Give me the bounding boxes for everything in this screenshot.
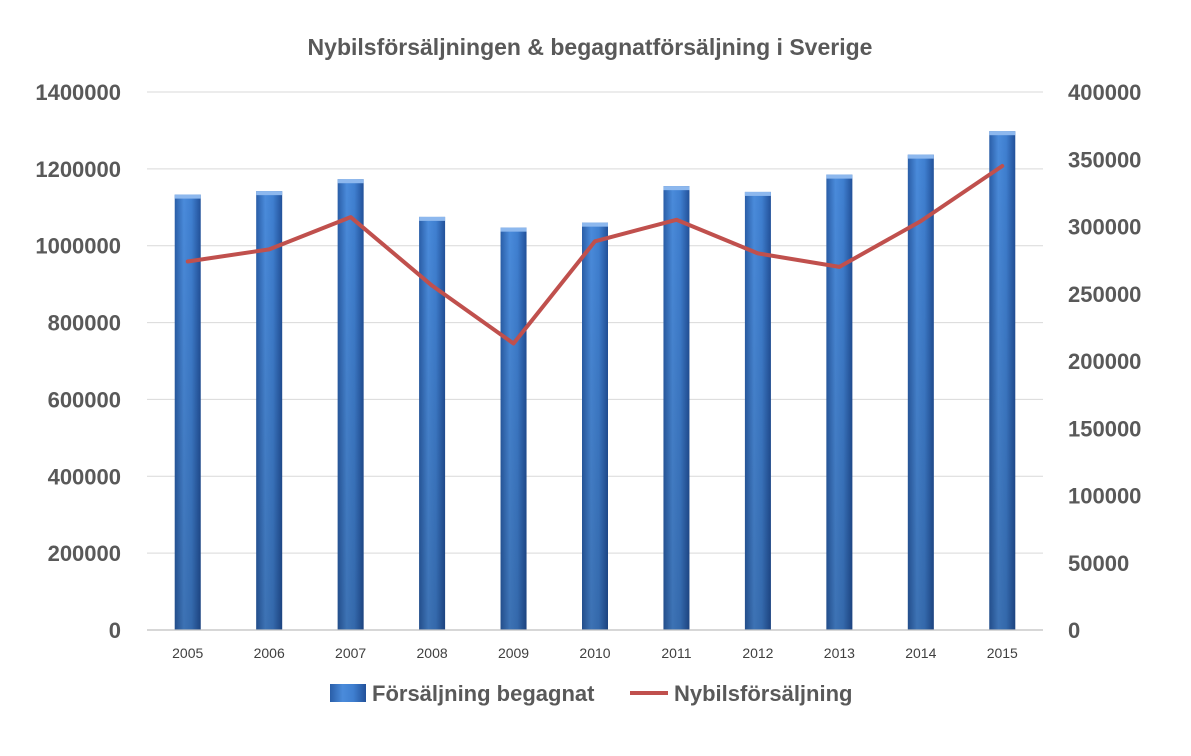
chart-title: Nybilsförsäljningen & begagnatförsäljnin…	[308, 34, 873, 60]
left-axis-tick-label: 800000	[48, 311, 121, 336]
right-axis-tick-label: 400000	[1068, 80, 1141, 105]
legend-swatch-forsaljning-begagnat	[330, 684, 366, 702]
bar	[663, 186, 690, 630]
legend-label-nybilsforsaljning: Nybilsförsäljning	[674, 681, 852, 706]
legend-label-forsaljning-begagnat: Försäljning begagnat	[372, 681, 595, 706]
x-axis-tick-label: 2015	[987, 645, 1018, 661]
left-axis-tick-label: 1200000	[35, 157, 121, 182]
left-axis-tick-label: 1400000	[35, 80, 121, 105]
x-axis-tick-label: 2006	[254, 645, 285, 661]
right-axis-tick-label: 100000	[1068, 484, 1141, 509]
right-axis-tick-label: 150000	[1068, 416, 1141, 441]
left-axis-tick-label: 1000000	[35, 234, 121, 259]
bar	[744, 191, 771, 630]
bar	[500, 227, 527, 630]
left-axis-ticks: 0 200000 400000 600000 800000 1000000 1200000 1…	[35, 80, 121, 643]
x-axis-tick-label: 2007	[335, 645, 366, 661]
right-axis-tick-label: 350000	[1068, 147, 1141, 172]
bar	[174, 194, 201, 630]
left-axis-tick-label: 600000	[48, 387, 121, 412]
left-axis-tick-label: 400000	[48, 464, 121, 489]
line-series-nybilsforsaljning	[185, 163, 1005, 346]
bar	[907, 154, 934, 631]
bar	[419, 216, 446, 630]
x-axis-tick-label: 2010	[579, 645, 610, 661]
legend: Försäljning begagnat Nybilsförsäljning	[330, 681, 852, 706]
bar	[337, 179, 364, 631]
x-axis-tick-label: 2008	[417, 645, 448, 661]
right-axis-tick-label: 250000	[1068, 282, 1141, 307]
right-axis-tick-label: 300000	[1068, 215, 1141, 240]
left-axis-tick-label: 0	[109, 618, 121, 643]
x-axis-tick-label: 2005	[172, 645, 203, 661]
bar	[256, 191, 283, 630]
x-axis-ticks: 2005 2006 2007 2008 2009 2010 2011 2012 2013 2014…	[172, 645, 1018, 661]
x-axis-tick-label: 2013	[824, 645, 855, 661]
x-axis-tick-label: 2011	[661, 645, 691, 661]
x-axis-tick-label: 2009	[498, 645, 529, 661]
x-axis-tick-label: 2012	[742, 645, 773, 661]
bar	[989, 131, 1016, 630]
right-axis-tick-label: 50000	[1068, 551, 1129, 576]
x-axis-tick-label: 2014	[905, 645, 936, 661]
right-axis-tick-label: 200000	[1068, 349, 1141, 374]
bar	[582, 222, 608, 630]
right-axis-ticks: 0 50000 100000 150000 200000 250000 300000 3500…	[1068, 80, 1141, 643]
right-axis-tick-label: 0	[1068, 618, 1080, 643]
bar-series-forsaljning-begagnat	[174, 131, 1016, 631]
bar	[826, 174, 853, 630]
left-axis-tick-label: 200000	[48, 541, 121, 566]
